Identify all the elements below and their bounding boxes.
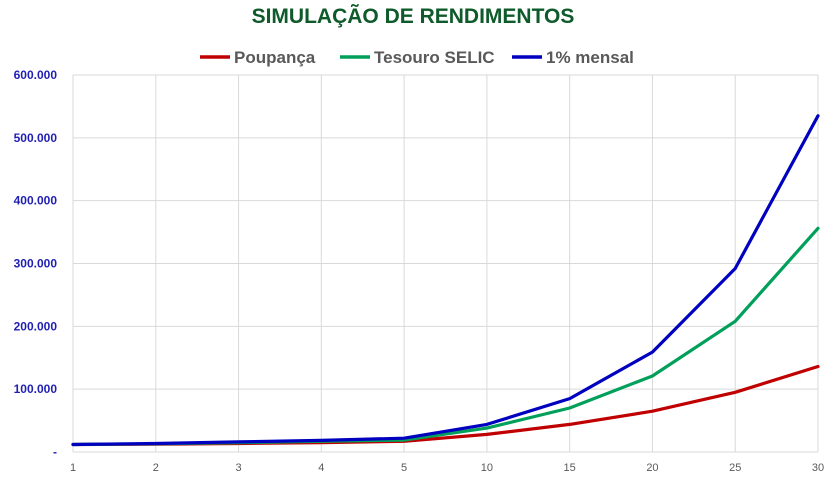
legend-label: Tesouro SELIC [374, 48, 495, 67]
x-axis: 1 2 3 4 5 10 15 20 25 30 [70, 462, 824, 474]
x-tick-label: 3 [235, 462, 241, 474]
x-tick-label: 30 [812, 462, 824, 474]
series-lines [71, 114, 820, 447]
x-tick-label: 5 [401, 462, 407, 474]
x-tick-label: 10 [481, 462, 493, 474]
y-tick-label: 600.000 [14, 68, 58, 82]
legend-label: 1% mensal [546, 48, 634, 67]
chart-title: SIMULAÇÃO DE RENDIMENTOS [252, 5, 575, 28]
x-tick-label: 2 [153, 462, 159, 474]
legend-item: Poupança [200, 48, 316, 67]
y-tick-label: 100.000 [14, 382, 58, 396]
x-tick-label: 1 [70, 462, 76, 474]
series-line [71, 226, 820, 447]
x-tick-label: 4 [318, 462, 324, 474]
y-tick-label: - [53, 445, 57, 459]
legend-item: 1% mensal [512, 48, 634, 67]
y-tick-label: 500.000 [14, 131, 58, 145]
gridlines [72, 74, 819, 453]
legend: Poupança Tesouro SELIC 1% mensal [200, 48, 634, 67]
y-tick-label: 400.000 [14, 194, 58, 208]
y-axis: - 100.000 200.000 300.000 400.000 500.000 600.… [14, 68, 58, 459]
legend-item: Tesouro SELIC [340, 48, 495, 67]
x-tick-label: 25 [729, 462, 741, 474]
y-tick-label: 300.000 [14, 257, 58, 271]
y-tick-label: 200.000 [14, 319, 58, 333]
series-line [71, 114, 820, 447]
x-tick-label: 20 [646, 462, 658, 474]
x-tick-label: 15 [564, 462, 576, 474]
legend-label: Poupança [234, 48, 316, 67]
